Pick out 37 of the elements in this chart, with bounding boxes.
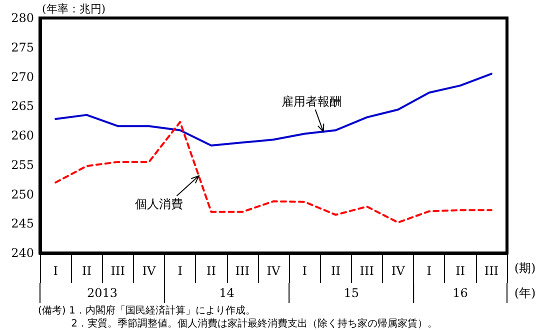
x-tick-label: I (302, 264, 308, 278)
x-tick-label: II (206, 264, 216, 278)
x-tick-label: II (456, 264, 466, 278)
text: (備考) 1．内閣府「国民経済計算」により作成。 (38, 304, 256, 316)
text: 16 (452, 286, 468, 300)
y-tick-label: 240 (11, 246, 34, 260)
y-axis-title: (年率：兆円) (42, 2, 106, 16)
y-tick-label: 275 (11, 40, 34, 54)
x-tick-label: III (235, 264, 250, 278)
x-tick-label: II (82, 264, 92, 278)
text: 2．実質。季節調整値。個人消費は家計最終消費支出（除く持ち家の帰属家賃）。 (38, 318, 438, 330)
y-tick-label: 270 (11, 70, 34, 84)
series-label: 雇用者報酬 (281, 94, 342, 109)
y-tick-label: 250 (11, 187, 34, 202)
text: 14 (219, 286, 235, 300)
y-tick-label: 265 (11, 99, 34, 114)
x-tick-label: III (484, 264, 499, 278)
line-series (54, 72, 492, 146)
text: (年) (514, 286, 536, 300)
x-tick-label: II (331, 264, 341, 278)
x-tick-label: I (426, 264, 432, 278)
series-label: 個人消費 (134, 196, 183, 211)
y-tick-label: 255 (11, 158, 34, 172)
y-tick-label: 260 (11, 128, 34, 142)
x-tick-label: III (360, 264, 374, 278)
x-tick-label: IV (142, 264, 156, 278)
text: 15 (344, 286, 359, 300)
x-tick-label: I (53, 264, 58, 278)
line-series (54, 120, 492, 224)
text: 2013 (86, 286, 118, 300)
y-tick-label: 245 (11, 216, 34, 231)
x-tick-label: IV (391, 264, 406, 278)
x-tick-label: I (178, 264, 183, 278)
x-tick-label: III (110, 264, 126, 278)
x-axis-title: (期) (514, 261, 536, 275)
x-tick-label: IV (266, 264, 281, 278)
y-tick-label: 280 (11, 11, 34, 25)
